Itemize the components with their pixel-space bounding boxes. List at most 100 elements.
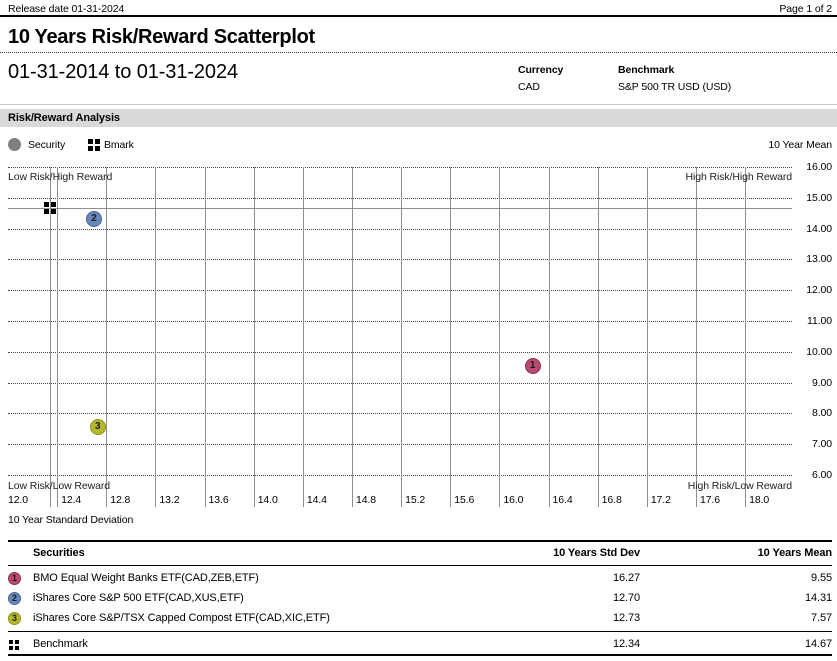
x-tick-label: 17.6 <box>699 494 720 506</box>
y-tick-label: 10.00 <box>806 345 832 358</box>
y-tick-label: 12.00 <box>806 284 832 297</box>
security-dot-icon <box>8 138 21 151</box>
title-divider <box>0 52 837 53</box>
benchmark-vline <box>50 167 51 507</box>
y-tick-label: 16.00 <box>806 161 832 173</box>
y-axis-title: 10 Year Mean <box>768 139 832 151</box>
table-header-rule <box>8 565 832 566</box>
currency-label: Currency <box>518 64 564 76</box>
grid-vline <box>597 167 599 507</box>
benchmark-row-std-dev: 12.34 <box>612 638 640 650</box>
table-header-securities: Securities <box>33 547 85 559</box>
scatter-point-2: 2 <box>85 211 102 228</box>
table-row: 1 BMO Equal Weight Banks ETF(CAD,ZEB,ETF)… <box>0 571 837 591</box>
x-axis-title: 10 Year Standard Deviation <box>8 514 134 526</box>
y-tick-label: 11.00 <box>807 315 832 327</box>
x-tick-label: 15.2 <box>405 494 426 506</box>
table-row: 3 iShares Core S&P/TSX Capped Compost ETF… <box>0 611 837 631</box>
x-tick-label: 16.0 <box>503 494 524 506</box>
x-tick-label: 12.8 <box>110 494 131 506</box>
date-range: 01-31-2014 to 01-31-2024 <box>8 61 239 83</box>
table-bottom-rule <box>8 654 832 656</box>
quadrant-label-bottom-left: Low Risk/Low Reward <box>8 480 110 492</box>
x-tick-label: 18.0 <box>749 494 770 506</box>
y-tick-label: 9.00 <box>811 376 832 389</box>
row-marker-3: 3 <box>8 612 21 625</box>
release-date: Release date 01-31-2024 <box>8 3 125 15</box>
table-header-mean: 10 Years Mean <box>757 547 832 559</box>
grid-vline <box>155 167 157 507</box>
x-tick-label: 12.4 <box>61 494 82 506</box>
table-benchmark-rule <box>8 631 832 632</box>
section-header-bar: Risk/Reward Analysis <box>0 109 837 127</box>
grid-hline <box>8 259 792 261</box>
grid-vline <box>450 167 452 507</box>
currency-value: CAD <box>518 81 540 93</box>
row-std-dev: 12.73 <box>612 612 640 624</box>
table-row: 2 iShares Core S&P 500 ETF(CAD,XUS,ETF) 12… <box>0 591 837 611</box>
benchmark-hline <box>8 208 792 209</box>
grid-vline <box>106 167 108 507</box>
grid-vline <box>646 167 648 507</box>
x-tick-label: 12.0 <box>8 494 29 506</box>
grid-vline <box>204 167 206 507</box>
grid-vline <box>695 167 697 507</box>
grid-vline <box>302 167 304 507</box>
benchmark-row-mean: 14.67 <box>804 638 832 650</box>
row-std-dev: 16.27 <box>612 572 640 584</box>
row-mean: 9.55 <box>810 572 832 584</box>
section-top-divider <box>0 104 837 105</box>
grid-hline <box>8 290 792 292</box>
grid-vline <box>401 167 403 507</box>
legend-bmark-label: Bmark <box>104 139 134 151</box>
quadrant-label-top-left: Low Risk/High Reward <box>8 171 113 183</box>
row-marker-1: 1 <box>8 572 21 585</box>
grid-vline <box>57 167 59 507</box>
x-tick-label: 13.6 <box>208 494 229 506</box>
y-tick-label: 7.00 <box>811 438 832 451</box>
quadrant-label-bottom-right: High Risk/Low Reward <box>687 480 792 492</box>
grid-hline <box>8 413 792 415</box>
y-tick-label: 14.00 <box>806 222 832 235</box>
page-title: 10 Years Risk/Reward Scatterplot <box>8 26 315 48</box>
row-mean: 7.57 <box>810 612 832 624</box>
y-tick-label: 8.00 <box>811 407 832 420</box>
grid-hline <box>8 444 792 446</box>
grid-vline <box>499 167 501 507</box>
benchmark-row-name: Benchmark <box>33 638 88 650</box>
row-mean: 14.31 <box>804 592 832 604</box>
y-tick-label: 15.00 <box>806 191 832 204</box>
quadrant-label-top-right: High Risk/High Reward <box>685 171 793 183</box>
bmark-checker-icon <box>88 139 100 151</box>
x-tick-label: 13.2 <box>159 494 180 506</box>
benchmark-label: Benchmark <box>618 64 675 76</box>
x-tick-label: 14.4 <box>306 494 327 506</box>
section-title: Risk/Reward Analysis <box>8 112 120 124</box>
row-security-name: iShares Core S&P 500 ETF(CAD,XUS,ETF) <box>33 592 244 604</box>
legend-security-label: Security <box>28 139 66 151</box>
x-tick-label: 14.0 <box>257 494 278 506</box>
page-number: Page 1 of 2 <box>779 3 832 15</box>
header-divider <box>0 15 837 17</box>
row-security-name: BMO Equal Weight Banks ETF(CAD,ZEB,ETF) <box>33 572 259 584</box>
scatter-point-3: 3 <box>89 418 106 435</box>
benchmark-block: Benchmark S&P 500 TR USD (USD) <box>618 62 731 96</box>
benchmark-value: S&P 500 TR USD (USD) <box>618 81 732 93</box>
grid-hline <box>8 228 792 230</box>
x-tick-label: 17.2 <box>650 494 671 506</box>
x-tick-label: 15.6 <box>454 494 475 506</box>
grid-vline <box>548 167 550 507</box>
table-top-rule <box>8 540 832 542</box>
row-std-dev: 12.70 <box>612 592 640 604</box>
benchmark-row: Benchmark 12.34 14.67 <box>0 637 837 657</box>
grid-vline <box>745 167 747 507</box>
scatter-point-1: 1 <box>524 357 541 374</box>
row-marker-2: 2 <box>8 592 21 605</box>
x-tick-label: 16.8 <box>601 494 622 506</box>
x-tick-label: 16.4 <box>552 494 573 506</box>
y-tick-label: 13.00 <box>806 253 832 266</box>
grid-hline <box>8 382 792 384</box>
table-header-std-dev: 10 Years Std Dev <box>553 547 640 559</box>
grid-vline <box>351 167 353 507</box>
